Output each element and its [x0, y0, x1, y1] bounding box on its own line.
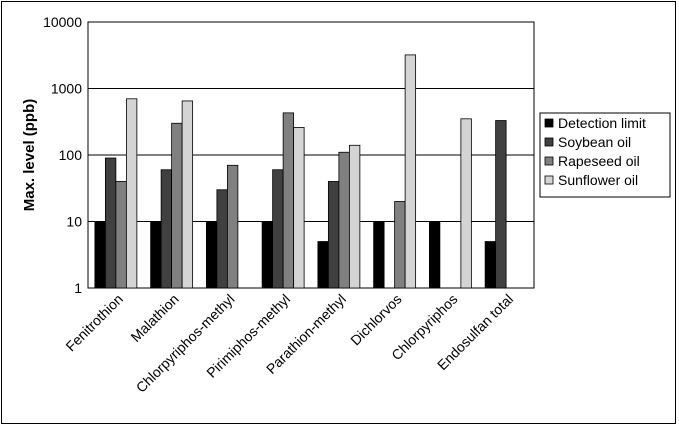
bar-detection-limit: [373, 221, 385, 289]
y-tick-label: 1: [74, 280, 82, 296]
bars: [94, 54, 507, 289]
bar-soybean-oil: [160, 169, 173, 289]
legend-swatch: [544, 156, 554, 166]
bar-rapeseed-oil: [226, 164, 239, 289]
bar-detection-limit: [317, 241, 329, 289]
bar-sunflower-oil: [460, 118, 472, 289]
bar-detection-limit: [484, 241, 497, 289]
bar-rapeseed-oil: [338, 151, 350, 289]
bar-detection-limit: [94, 221, 106, 289]
category-labels: Fenitrothion MalathionChlorpyriphos-methy…: [62, 291, 516, 396]
legend-swatch: [544, 175, 554, 185]
legend-box: [539, 112, 671, 198]
legend-label: Rapeseed oil: [558, 153, 640, 169]
y-tick-label: 100: [59, 147, 83, 163]
bar-rapeseed-oil: [394, 201, 406, 289]
bar-sunflower-oil: [348, 144, 361, 289]
bar-sunflower-oil: [404, 54, 417, 289]
bar-soybean-oil: [327, 181, 340, 289]
bar-sunflower-oil: [181, 100, 194, 289]
category-label: Malathion: [127, 291, 181, 345]
bar-sunflower-oil: [125, 98, 138, 289]
y-tick-labels: 1 10 100 1000 10000: [43, 14, 82, 296]
category-label: Fenitrothion: [62, 291, 126, 355]
y-tick-label: 10000: [43, 14, 82, 30]
y-tick-label: 10: [66, 214, 82, 230]
legend-swatch: [544, 137, 554, 147]
category-label: Chlorpyriphos-methyl: [133, 291, 238, 396]
legend-label: Detection limit: [558, 115, 646, 131]
bar-sunflower-oil: [293, 127, 305, 289]
category-label: Dichlorvos: [347, 291, 405, 349]
bar-soybean-oil: [216, 189, 228, 289]
bar-rapeseed-oil: [171, 122, 183, 289]
bar-detection-limit: [261, 221, 274, 289]
plot-area: [87, 21, 535, 289]
legend: Detection limit Soybean oil Rapeseed oil Su…: [539, 112, 671, 198]
y-axis-label: Max. level (ppb): [21, 99, 38, 212]
bar-rapeseed-oil: [115, 181, 127, 289]
bar-detection-limit: [428, 221, 441, 289]
legend-label: Sunflower oil: [558, 172, 638, 188]
legend-label: Soybean oil: [558, 134, 631, 150]
bar-soybean-oil: [495, 120, 507, 289]
bar-soybean-oil: [272, 169, 284, 289]
bar-detection-limit: [205, 221, 218, 289]
bar-rapeseed-oil: [282, 112, 295, 289]
bar-soybean-oil: [104, 157, 117, 289]
y-tick-label: 1000: [51, 81, 82, 97]
bar-detection-limit: [150, 221, 162, 289]
legend-swatch: [544, 118, 554, 128]
